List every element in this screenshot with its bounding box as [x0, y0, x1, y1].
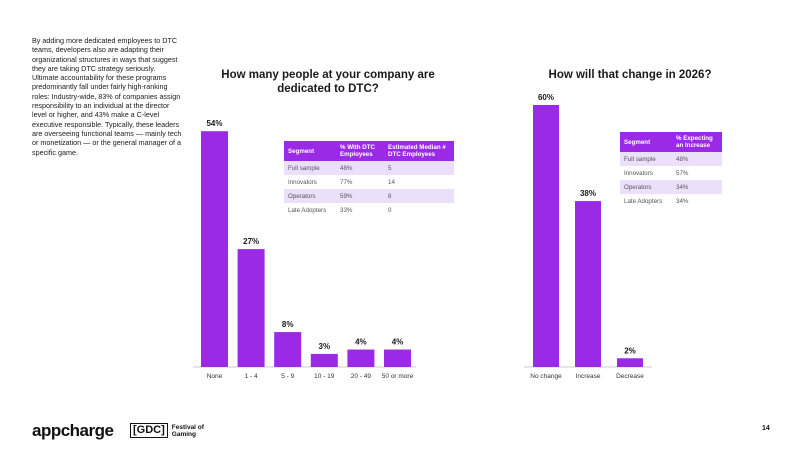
bar-value-label: 4%	[355, 338, 367, 347]
bar-value-label: 4%	[392, 338, 404, 347]
bar-value-label: 2%	[624, 346, 636, 355]
bar-value-label: 54%	[206, 119, 222, 128]
table-row: Full sample 48% 5	[284, 161, 454, 175]
category-label: 5 - 9	[281, 373, 294, 380]
bar	[347, 349, 375, 367]
gdc-logo: [GDC] Festival of Gaming	[130, 423, 212, 438]
gdc-mark: [GDC]	[130, 423, 168, 438]
table-cell: 77%	[340, 178, 353, 186]
bar-value-label: 27%	[243, 237, 259, 246]
table-header-cell: % Expecting an Increase	[672, 132, 722, 152]
table-cell: 5	[384, 161, 454, 175]
table-row: Late Adopters 33% 0	[284, 203, 454, 217]
category-label: None	[207, 373, 223, 380]
bar	[274, 332, 302, 367]
category-label: No change	[530, 373, 562, 380]
table-cell: 0	[388, 206, 392, 214]
category-label: Decrease	[616, 373, 644, 380]
bar	[201, 131, 228, 367]
bar	[384, 349, 411, 367]
table-cell: Operators	[284, 189, 336, 203]
table-cell: 14	[388, 178, 395, 186]
table-cell: 59%	[336, 189, 384, 203]
gdc-festival-text: Festival of Gaming	[171, 423, 204, 438]
page-number: 14	[762, 425, 770, 432]
table-cell: Full sample	[284, 161, 336, 175]
category-label: 50 or more	[382, 373, 414, 380]
table-header-row: Segment % Expecting an Increase	[620, 132, 722, 152]
table-cell: 48%	[672, 152, 722, 166]
table-header-cell: Segment	[620, 132, 672, 152]
table-header-row: Segment % With DTC Employees Estimated M…	[284, 141, 454, 161]
category-label: Increase	[576, 373, 601, 380]
appcharge-logo: appcharge	[32, 421, 114, 440]
table-cell: 48%	[336, 161, 384, 175]
chart-title-2026-change: How will that change in 2026?	[548, 69, 712, 81]
table-row: Innovators 77% 14	[284, 175, 454, 189]
intro-paragraph: By adding more dedicated employees to DT…	[32, 36, 182, 157]
bar-value-label: 38%	[580, 189, 596, 198]
bar	[533, 105, 559, 367]
table-header-cell: % With DTC Employees	[336, 141, 384, 161]
table-cell: 33%	[340, 206, 353, 214]
table-cell: Operators	[620, 180, 672, 194]
chart-title-dtc-staff: How many people at your company are dedi…	[221, 69, 435, 95]
table-header-cell: Estimated Median # DTC Employees	[384, 141, 454, 161]
table-row: Innovators 57%	[620, 166, 722, 180]
table-cell: Innovators	[288, 178, 317, 186]
table-cell: 34%	[672, 180, 722, 194]
segment-table-expecting-increase: Segment % Expecting an Increase Full sam…	[620, 132, 722, 208]
table-cell: 57%	[676, 169, 689, 177]
table-cell: 8	[384, 189, 454, 203]
bar-value-label: 60%	[538, 93, 554, 102]
table-row: Operators 34%	[620, 180, 722, 194]
bar	[237, 249, 265, 367]
table-cell: Innovators	[624, 169, 653, 177]
bar	[575, 201, 601, 367]
table-row: Operators 59% 8	[284, 189, 454, 203]
table-row: Late Adopters 34%	[620, 194, 722, 208]
bar-value-label: 3%	[319, 342, 331, 351]
bar	[310, 353, 338, 367]
table-cell: Full sample	[620, 152, 672, 166]
bar	[617, 358, 643, 367]
category-label: 20 - 49	[351, 373, 372, 380]
table-row: Full sample 48%	[620, 152, 722, 166]
table-header-cell: Segment	[284, 141, 336, 161]
table-cell: Late Adopters	[624, 197, 663, 205]
segment-table-dtc-employees: Segment % With DTC Employees Estimated M…	[284, 141, 454, 217]
table-cell: Late Adopters	[288, 206, 327, 214]
bar-value-label: 8%	[282, 320, 294, 329]
category-label: 10 - 19	[314, 373, 335, 380]
category-label: 1 - 4	[245, 373, 258, 380]
table-cell: 34%	[676, 197, 689, 205]
